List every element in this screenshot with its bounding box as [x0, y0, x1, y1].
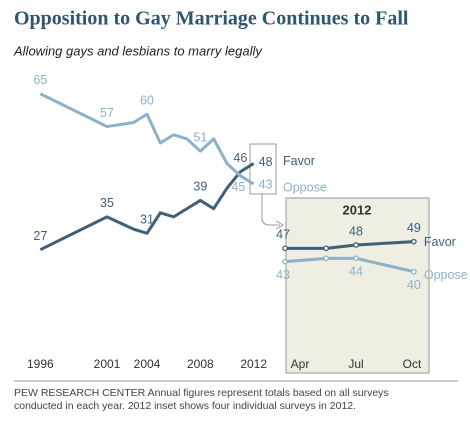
chart-title: Opposition to Gay Marriage Continues to …	[14, 8, 409, 30]
point	[323, 245, 329, 252]
x-tick-label: Oct	[403, 357, 422, 371]
highlight-box	[249, 143, 277, 195]
data-label: 40	[407, 278, 421, 292]
legend-label: Oppose	[283, 180, 327, 194]
inset-panel	[285, 197, 430, 374]
data-label: 57	[100, 106, 114, 120]
x-tick-label: 2001	[94, 357, 121, 371]
data-label: 60	[140, 94, 154, 108]
point	[353, 242, 359, 248]
data-label: 47	[276, 228, 290, 242]
connector-arrow	[275, 220, 285, 230]
x-tick-label: 2004	[134, 357, 161, 371]
legend-label: Favor	[283, 154, 315, 168]
legend-label: Favor	[424, 235, 456, 249]
series-line	[39, 162, 255, 252]
series-line	[285, 240, 414, 250]
x-tick-label: Jul	[348, 357, 363, 371]
footnote: PEW RESEARCH CENTER Annual figures repre…	[14, 387, 389, 399]
point	[323, 255, 329, 262]
point	[411, 268, 417, 275]
data-label: 49	[407, 221, 421, 235]
x-tick-label: Apr	[291, 357, 310, 371]
x-tick-label: 2012	[240, 357, 267, 371]
point	[282, 258, 288, 265]
legend-label: Oppose	[424, 268, 468, 282]
footnote: conducted in each year. 2012 inset shows…	[14, 400, 356, 412]
data-label: 46	[233, 151, 247, 165]
data-label: 43	[276, 268, 290, 282]
data-label: 43	[259, 177, 273, 191]
series-line	[39, 92, 255, 186]
data-label: 39	[193, 180, 207, 194]
data-label: 48	[349, 224, 363, 238]
data-label: 44	[349, 265, 363, 279]
connector	[261, 194, 280, 226]
data-label: 51	[193, 130, 207, 144]
chart-subtitle: Allowing gays and lesbians to marry lega…	[13, 43, 263, 58]
point	[353, 255, 359, 262]
x-tick-label: 2008	[187, 357, 214, 371]
data-label: 65	[33, 73, 47, 87]
data-label: 35	[100, 196, 114, 210]
point	[411, 238, 417, 245]
point	[282, 245, 288, 252]
inset-title: 2012	[343, 202, 372, 217]
data-label: 48	[259, 155, 273, 169]
data-label: 45	[231, 180, 245, 194]
series-line	[284, 256, 415, 274]
data-label: 31	[140, 213, 154, 227]
x-tick-label: 1996	[27, 357, 54, 371]
data-label: 27	[33, 229, 47, 243]
